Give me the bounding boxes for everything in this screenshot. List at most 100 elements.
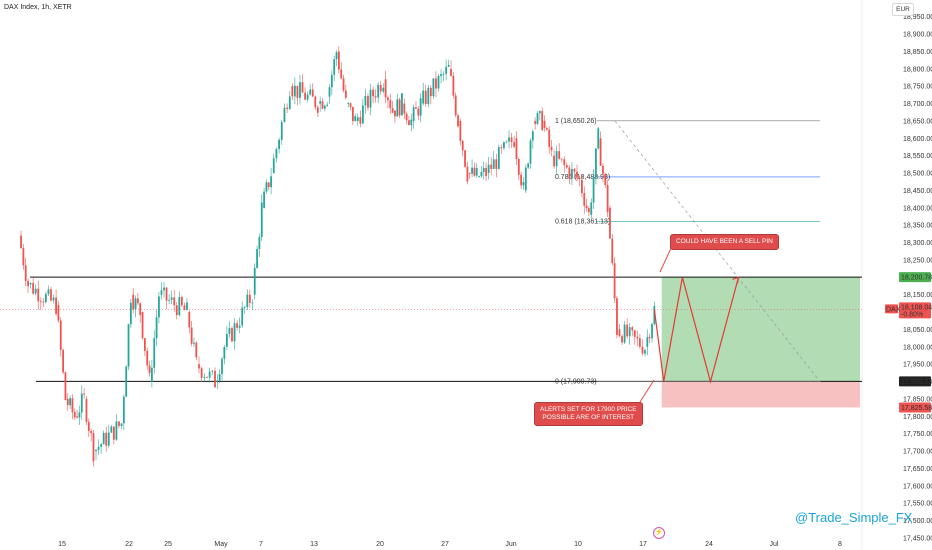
candle-body	[27, 280, 29, 287]
candle-body	[461, 140, 464, 151]
candle-body	[208, 371, 211, 378]
candle-body	[359, 117, 362, 124]
candle-body	[188, 312, 191, 328]
y-tick-label: 18,850.00	[903, 49, 932, 56]
candle-body	[534, 120, 537, 124]
candle-body	[175, 305, 178, 316]
candle-body	[160, 290, 163, 295]
candle-body	[592, 177, 595, 203]
y-tick-label: 18,800.00	[903, 66, 932, 73]
candle-body	[59, 320, 62, 350]
candle-body	[76, 416, 79, 418]
candle-body	[251, 302, 254, 304]
candle-body	[107, 432, 110, 446]
currency-selector[interactable]: EUR	[892, 3, 914, 16]
watermark: @Trade_Simple_FX	[795, 510, 913, 525]
candle-body	[260, 202, 263, 238]
candle-body	[92, 433, 95, 462]
y-tick-label: 18,300.00	[903, 240, 932, 247]
candle-body	[626, 324, 629, 337]
candle-body	[136, 298, 139, 304]
candle-body	[424, 90, 427, 105]
candle-body	[595, 148, 597, 178]
candle-body	[555, 151, 558, 167]
y-tick-label: 17,550.00	[903, 501, 932, 508]
candle-body	[105, 432, 108, 446]
candle-body	[115, 421, 118, 440]
candle-body	[221, 358, 223, 375]
candle-body	[286, 107, 289, 110]
candle-body	[576, 171, 578, 178]
candle-body	[90, 430, 93, 434]
candle-body	[127, 324, 130, 367]
candle-body	[524, 167, 527, 191]
candle-body	[134, 298, 137, 310]
candle-body	[356, 117, 359, 121]
candle-body	[541, 111, 544, 130]
candle-body	[32, 282, 35, 294]
fib-label: 0.786 (18,488.93)	[555, 174, 610, 181]
candle-body	[636, 336, 639, 339]
candle-body	[616, 298, 618, 336]
candle-body	[396, 99, 399, 117]
x-tick-label: Jul	[770, 541, 779, 548]
candle-body	[510, 137, 513, 143]
candle-body	[165, 287, 168, 301]
candle-body	[545, 127, 548, 130]
candle-body	[253, 267, 256, 295]
candle-body	[141, 312, 144, 339]
candle-body	[387, 97, 389, 101]
candle-body	[367, 96, 369, 108]
candle-body	[291, 86, 294, 97]
candle-body	[296, 85, 299, 98]
candle-body	[464, 150, 466, 167]
candle-body	[272, 158, 275, 174]
candle-body	[500, 147, 503, 149]
candle-body	[495, 159, 498, 169]
candle-body	[228, 328, 231, 335]
candle-body	[311, 89, 314, 97]
candle-body	[183, 305, 186, 310]
candle-body	[485, 167, 487, 177]
candle-body	[505, 141, 508, 143]
candle-body	[531, 131, 534, 141]
y-tick-label: 18,950.00	[903, 14, 932, 21]
candle-body	[80, 393, 83, 413]
candle-body	[151, 367, 153, 382]
candle-body	[653, 306, 656, 324]
candle-body	[442, 73, 445, 75]
y-tick-label: 17,750.00	[903, 431, 932, 438]
candle-body	[377, 84, 380, 98]
candle-body	[435, 78, 437, 89]
flash-icon[interactable]: ⚡	[653, 527, 665, 539]
candle-body	[100, 444, 103, 447]
candle-body	[218, 374, 221, 381]
candle-body	[132, 294, 135, 310]
candle-body	[24, 265, 27, 281]
candle-body	[415, 107, 417, 109]
candle-body	[412, 107, 415, 121]
y-tick-label: 17,500.00	[903, 518, 932, 525]
candle-body	[522, 182, 525, 186]
y-tick-label: 18,000.00	[903, 344, 932, 351]
projection-arrowhead	[732, 276, 740, 284]
y-tick-label: 18,150.00	[903, 292, 932, 299]
candle-body	[319, 101, 322, 104]
candle-body	[384, 79, 387, 98]
candle-body	[618, 329, 621, 337]
candle-body	[621, 336, 623, 343]
fib-label: 0 (17,900.73)	[555, 378, 597, 385]
candle-body	[398, 99, 401, 116]
y-tick-label: 17,600.00	[903, 483, 932, 490]
candle-body	[571, 169, 573, 179]
candle-body	[468, 173, 471, 174]
candle-body	[278, 139, 280, 150]
candle-body	[527, 163, 530, 168]
candle-body	[330, 74, 333, 88]
candle-body	[87, 421, 90, 431]
candle-body	[609, 207, 611, 239]
candle-body	[337, 51, 340, 70]
projection-path	[653, 277, 740, 384]
candle-body	[427, 87, 430, 105]
